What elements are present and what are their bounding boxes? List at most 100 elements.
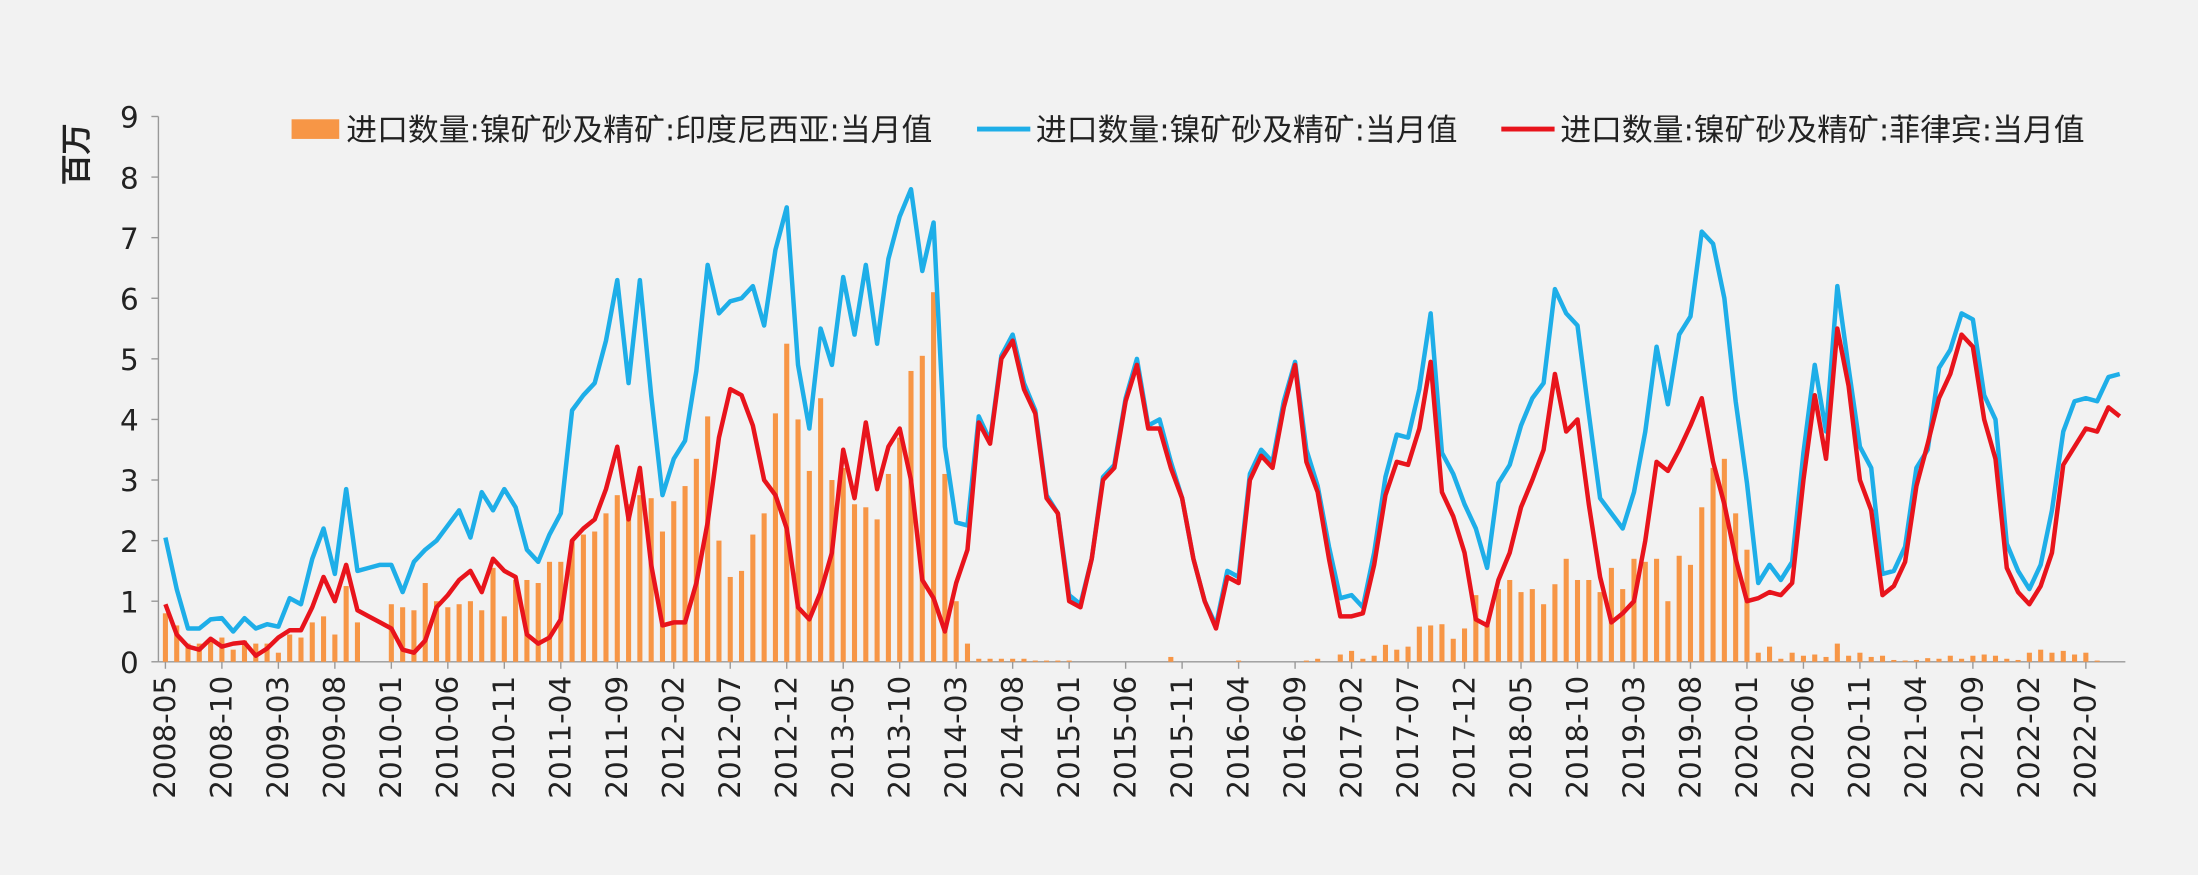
bar bbox=[1394, 649, 1400, 662]
bar bbox=[2060, 650, 2066, 662]
bar bbox=[219, 637, 225, 662]
bar bbox=[761, 513, 767, 662]
x-tick-label: 2013-10 bbox=[883, 676, 917, 799]
y-tick-label: 1 bbox=[120, 585, 139, 619]
line-series bbox=[163, 326, 2122, 658]
bar bbox=[343, 586, 349, 662]
bar bbox=[739, 570, 745, 662]
x-tick-label: 2021-04 bbox=[1899, 676, 1933, 799]
bar bbox=[908, 370, 914, 662]
x-tick-label: 2010-06 bbox=[431, 676, 465, 799]
bar bbox=[1597, 592, 1603, 662]
bar bbox=[998, 658, 1004, 662]
bar bbox=[1834, 643, 1840, 662]
x-tick-label: 2019-03 bbox=[1617, 676, 1651, 799]
bar bbox=[1168, 656, 1174, 662]
bar bbox=[784, 343, 790, 662]
x-tick-label: 2021-09 bbox=[1956, 676, 1990, 799]
bar bbox=[705, 416, 711, 662]
bar bbox=[479, 610, 485, 662]
bar bbox=[1699, 507, 1705, 662]
bar bbox=[1642, 561, 1648, 662]
bar bbox=[162, 613, 168, 662]
bar bbox=[603, 513, 609, 662]
bar bbox=[309, 622, 315, 662]
bar bbox=[1529, 589, 1535, 662]
bar bbox=[1010, 658, 1016, 662]
bar bbox=[1495, 589, 1501, 662]
bar bbox=[1812, 654, 1818, 662]
bar bbox=[637, 495, 643, 662]
bar bbox=[1066, 660, 1072, 662]
bar bbox=[1405, 646, 1411, 662]
bar bbox=[953, 601, 959, 662]
bar bbox=[818, 398, 824, 662]
bar bbox=[1620, 589, 1626, 662]
bar bbox=[987, 658, 993, 662]
bar bbox=[648, 498, 654, 662]
bar bbox=[354, 622, 360, 662]
bar bbox=[535, 583, 541, 662]
bar bbox=[332, 634, 338, 662]
bar bbox=[2026, 652, 2032, 662]
bar bbox=[964, 643, 971, 662]
x-tick-label: 2017-02 bbox=[1334, 676, 1368, 799]
bar bbox=[727, 576, 733, 662]
bar bbox=[1902, 660, 1908, 662]
bar bbox=[874, 519, 880, 662]
x-tick-label: 2012-02 bbox=[657, 676, 691, 799]
x-tick-label: 2020-11 bbox=[1843, 676, 1877, 799]
bar bbox=[2083, 652, 2089, 662]
bar bbox=[1823, 656, 1829, 662]
bar bbox=[1032, 660, 1038, 662]
bar bbox=[1959, 658, 1965, 662]
bar bbox=[931, 292, 937, 662]
bar bbox=[241, 640, 248, 662]
bar bbox=[1778, 658, 1784, 662]
bar bbox=[275, 652, 281, 662]
bar bbox=[2094, 660, 2100, 662]
bar bbox=[1879, 655, 1886, 662]
y-tick-label: 2 bbox=[120, 525, 139, 559]
bar bbox=[1846, 655, 1852, 662]
legend-swatch bbox=[291, 119, 340, 139]
bar bbox=[772, 413, 778, 662]
bar bbox=[287, 634, 293, 662]
bar bbox=[1857, 652, 1863, 662]
x-tick-label: 2016-09 bbox=[1278, 676, 1312, 799]
bar bbox=[513, 579, 519, 662]
bar bbox=[467, 601, 473, 662]
bar bbox=[592, 531, 598, 662]
bar bbox=[1992, 655, 1999, 662]
bar bbox=[1913, 659, 1919, 662]
bar bbox=[1428, 625, 1434, 662]
y-tick-label: 7 bbox=[120, 222, 139, 256]
bar bbox=[682, 486, 688, 662]
x-tick-label: 2022-07 bbox=[2069, 676, 2103, 799]
bar bbox=[264, 643, 270, 662]
bar bbox=[321, 616, 327, 662]
bar bbox=[569, 540, 575, 662]
bar bbox=[885, 473, 891, 662]
x-tick-label: 2012-12 bbox=[770, 676, 804, 799]
bar bbox=[2049, 652, 2055, 662]
bar bbox=[1891, 659, 1897, 662]
legend-label: 进口数量:镍矿砂及精矿:印度尼西亚:当月值 bbox=[346, 112, 932, 148]
x-tick-label: 2018-05 bbox=[1504, 676, 1538, 799]
bar bbox=[185, 643, 191, 662]
bar bbox=[829, 480, 835, 662]
bar bbox=[1315, 658, 1321, 662]
bar bbox=[411, 610, 417, 662]
bar bbox=[1552, 584, 1558, 662]
x-tick-label: 2008-05 bbox=[148, 676, 182, 799]
bar bbox=[806, 470, 812, 662]
bar bbox=[1450, 638, 1456, 662]
x-tick-label: 2010-01 bbox=[374, 676, 408, 799]
bar bbox=[716, 540, 722, 662]
bar bbox=[1574, 579, 1581, 662]
bar bbox=[1710, 467, 1716, 662]
bar bbox=[1721, 458, 1727, 662]
bar bbox=[1947, 655, 1953, 662]
bar bbox=[174, 625, 180, 662]
